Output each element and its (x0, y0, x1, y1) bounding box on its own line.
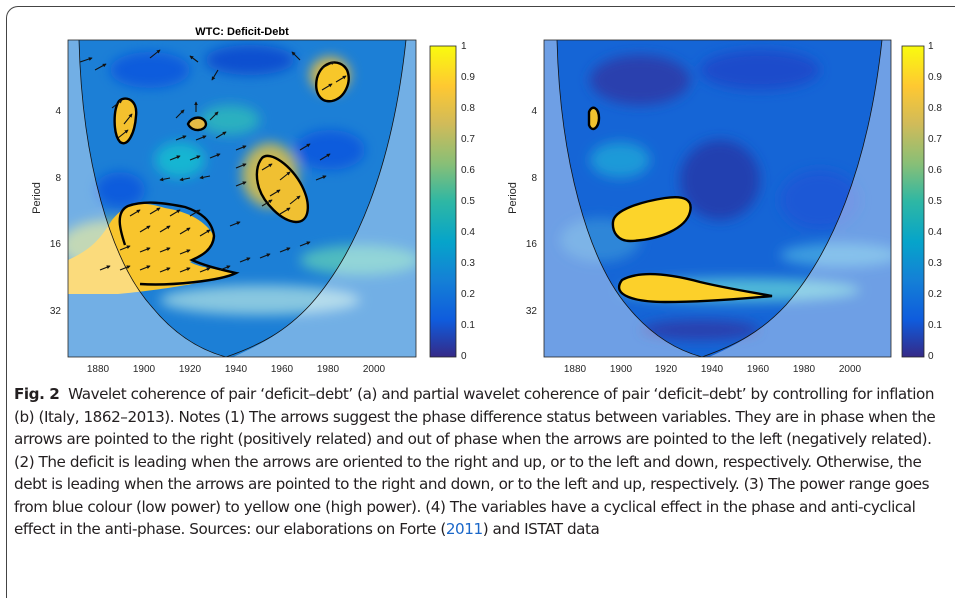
panel-a-xtick: 2000 (363, 364, 386, 375)
panel-a-title: WTC: Deficit-Debt (195, 26, 289, 38)
panel-b-colorbar (901, 45, 925, 358)
panel-a-ytick: 8 (55, 173, 61, 184)
cbar-a-tick: 0.6 (461, 165, 475, 176)
panel-a-colorbar-ticks: 0 0.1 0.2 0.3 0.4 0.5 0.6 0.7 0.8 0.9 1 (461, 41, 475, 362)
panel-b-yticks: 4 8 16 32 (526, 106, 538, 317)
panel-a-xtick: 1940 (225, 364, 248, 375)
cbar-a-tick: 0.8 (461, 103, 475, 114)
panel-a-xtick: 1980 (317, 364, 340, 375)
cbar-b-tick: 0 (928, 351, 934, 362)
panel-a-xtick: 1880 (87, 364, 110, 375)
cbar-a-tick: 0.2 (461, 289, 475, 300)
panel-b-ytick: 16 (526, 239, 538, 250)
panel-b-colorbar-ticks: 0 0.1 0.2 0.3 0.4 0.5 0.6 0.7 0.8 0.9 1 (928, 41, 942, 362)
cbar-b-tick: 0.1 (928, 320, 942, 331)
cbar-b-tick: 1 (928, 41, 934, 52)
panel-a-colorbar (429, 45, 457, 358)
cbar-b-tick: 0.5 (928, 196, 942, 207)
wavelet-figure: WTC: Deficit-Debt Period 4 8 16 32 1880 … (31, 26, 942, 375)
cbar-a-tick: 1 (461, 41, 467, 52)
panel-b-xtick: 1940 (701, 364, 724, 375)
panel-b-xtick: 1920 (655, 364, 678, 375)
panel-a-ytick: 32 (50, 306, 62, 317)
phase-arrows (79, 49, 347, 273)
panel-a-ytick: 16 (50, 239, 62, 250)
panel-b-xtick: 1900 (610, 364, 633, 375)
cbar-a-tick: 0.1 (461, 320, 475, 331)
cbar-b-tick: 0.6 (928, 165, 942, 176)
figure-label: Fig. 2 (14, 385, 60, 403)
caption-text: Wavelet coherence of pair ‘deficit–debt’… (14, 385, 936, 538)
figure-caption: Fig. 2 Wavelet coherence of pair ‘defici… (14, 383, 944, 541)
cbar-b-tick: 0.8 (928, 103, 942, 114)
panel-b-ytick: 32 (526, 306, 538, 317)
panel-a-xtick: 1900 (133, 364, 156, 375)
panel-b-xticks: 1880 1900 1920 1940 1960 1980 2000 (564, 364, 862, 375)
cbar-b-tick: 0.2 (928, 289, 942, 300)
cbar-a-tick: 0.7 (461, 134, 475, 145)
panel-b-xtick: 1960 (747, 364, 770, 375)
cbar-a-tick: 0.3 (461, 258, 475, 269)
cbar-b-tick: 0.9 (928, 72, 942, 83)
panel-b-ytick: 4 (531, 106, 537, 117)
citation-link[interactable]: 2011 (445, 520, 483, 538)
panel-a-plot (68, 40, 416, 357)
cbar-a-tick: 0 (461, 351, 467, 362)
cbar-a-tick: 0.5 (461, 196, 475, 207)
panel-a-xticks: 1880 1900 1920 1940 1960 1980 2000 (87, 364, 386, 375)
cbar-b-tick: 0.3 (928, 258, 942, 269)
panel-b-xtick: 1880 (564, 364, 587, 375)
cbar-a-tick: 0.4 (461, 227, 475, 238)
caption-text-end: ) and ISTAT data (482, 520, 600, 538)
panel-a-ytick: 4 (55, 106, 61, 117)
panel-b-plot (544, 40, 891, 357)
figure-frame (6, 6, 955, 598)
panel-b-xtick: 1980 (793, 364, 816, 375)
cbar-a-tick: 0.9 (461, 72, 475, 83)
panel-a-xtick: 1960 (271, 364, 294, 375)
panel-a-ylabel: Period (31, 182, 43, 214)
panel-b-ytick: 8 (531, 173, 537, 184)
panel-a-xtick: 1920 (179, 364, 202, 375)
cbar-b-tick: 0.4 (928, 227, 942, 238)
panel-b-xtick: 2000 (839, 364, 862, 375)
panel-a-yticks: 4 8 16 32 (50, 106, 62, 317)
cbar-b-tick: 0.7 (928, 134, 942, 145)
panel-b-ylabel: Period (507, 182, 519, 214)
